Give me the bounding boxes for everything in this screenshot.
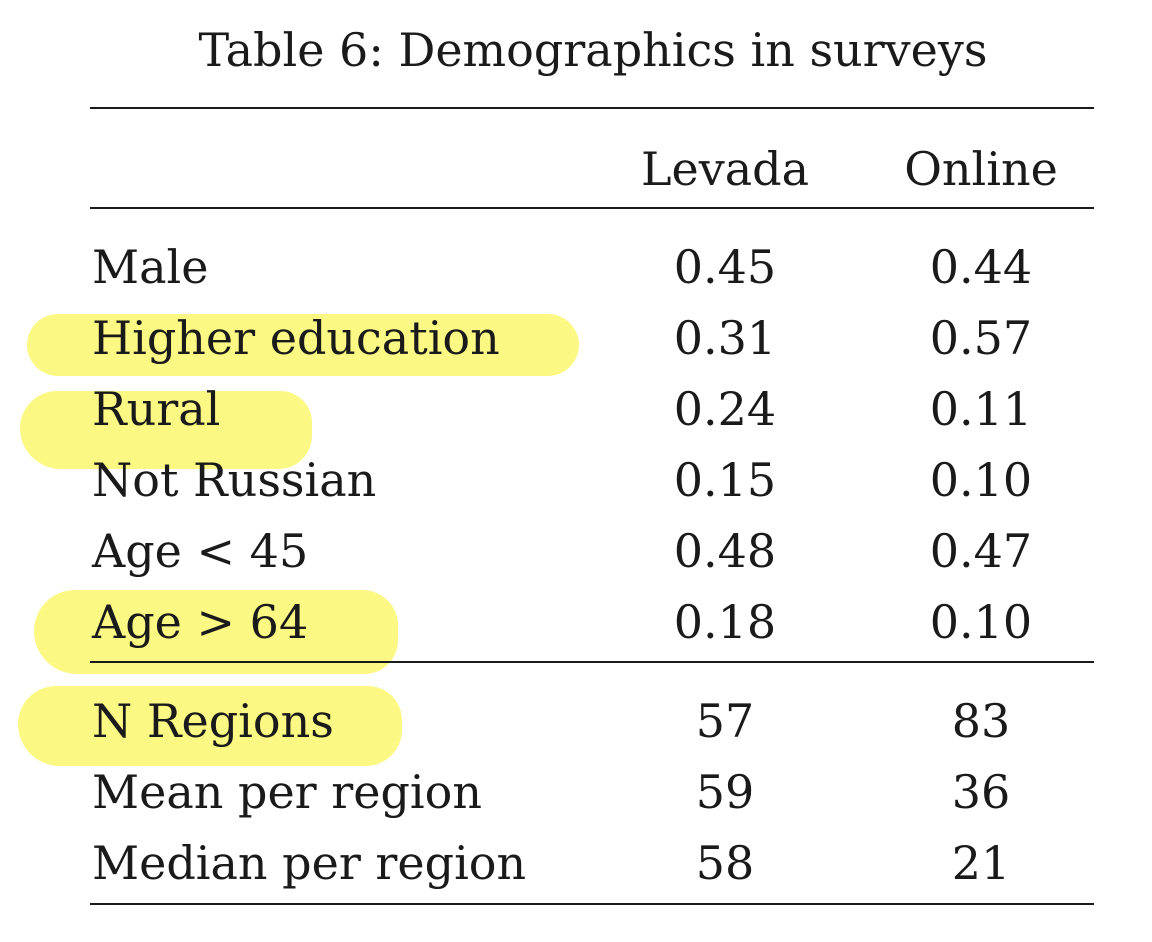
highlight-n-regions: [18, 686, 402, 766]
section-rule: [90, 661, 1094, 663]
bottom-rule: [90, 903, 1094, 905]
summary-row: Mean per region 59 36: [0, 756, 1152, 828]
levada-value: 58: [695, 836, 755, 890]
online-value: 0.44: [929, 240, 1033, 294]
online-value: 0.11: [929, 382, 1033, 436]
table-caption: Table 6: Demographics in surveys: [198, 23, 988, 77]
header-row: Levada Online: [0, 133, 1152, 205]
row-label: Not Russian: [92, 453, 377, 507]
highlight-age-over-64: [34, 590, 398, 674]
levada-value: 0.24: [673, 382, 777, 436]
row-label: Male: [92, 240, 209, 294]
column-header-levada: Levada: [640, 142, 810, 196]
online-value: 36: [951, 765, 1011, 819]
table-row: Rural 0.24 0.11: [0, 373, 1152, 445]
levada-value: 0.48: [673, 524, 777, 578]
row-label: Rural: [92, 382, 221, 436]
row-label: Age > 64: [92, 595, 309, 649]
summary-row: Median per region 58 21: [0, 827, 1152, 899]
online-value: 0.57: [929, 311, 1033, 365]
table-row: Male 0.45 0.44: [0, 231, 1152, 303]
levada-value: 57: [695, 694, 755, 748]
summary-row: N Regions 57 83: [0, 685, 1152, 757]
table-row: Higher education 0.31 0.57: [0, 302, 1152, 374]
header-rule: [90, 207, 1094, 209]
levada-value: 59: [695, 765, 755, 819]
online-value: 83: [951, 694, 1011, 748]
highlight-higher-education: [27, 314, 579, 376]
online-value: 0.47: [929, 524, 1033, 578]
row-label: N Regions: [92, 694, 334, 748]
row-label: Median per region: [92, 836, 527, 890]
row-label: Age < 45: [92, 524, 309, 578]
table-row: Not Russian 0.15 0.10: [0, 444, 1152, 516]
online-value: 21: [951, 836, 1011, 890]
table-row: Age < 45 0.48 0.47: [0, 515, 1152, 587]
column-header-online: Online: [904, 142, 1058, 196]
online-value: 0.10: [929, 453, 1033, 507]
levada-value: 0.15: [673, 453, 777, 507]
highlight-rural: [20, 391, 312, 469]
levada-value: 0.45: [673, 240, 777, 294]
row-label: Higher education: [92, 311, 500, 365]
online-value: 0.10: [929, 595, 1033, 649]
levada-value: 0.18: [673, 595, 777, 649]
row-label: Mean per region: [92, 765, 482, 819]
top-rule: [90, 107, 1094, 109]
table-row: Age > 64 0.18 0.10: [0, 586, 1152, 658]
levada-value: 0.31: [673, 311, 777, 365]
